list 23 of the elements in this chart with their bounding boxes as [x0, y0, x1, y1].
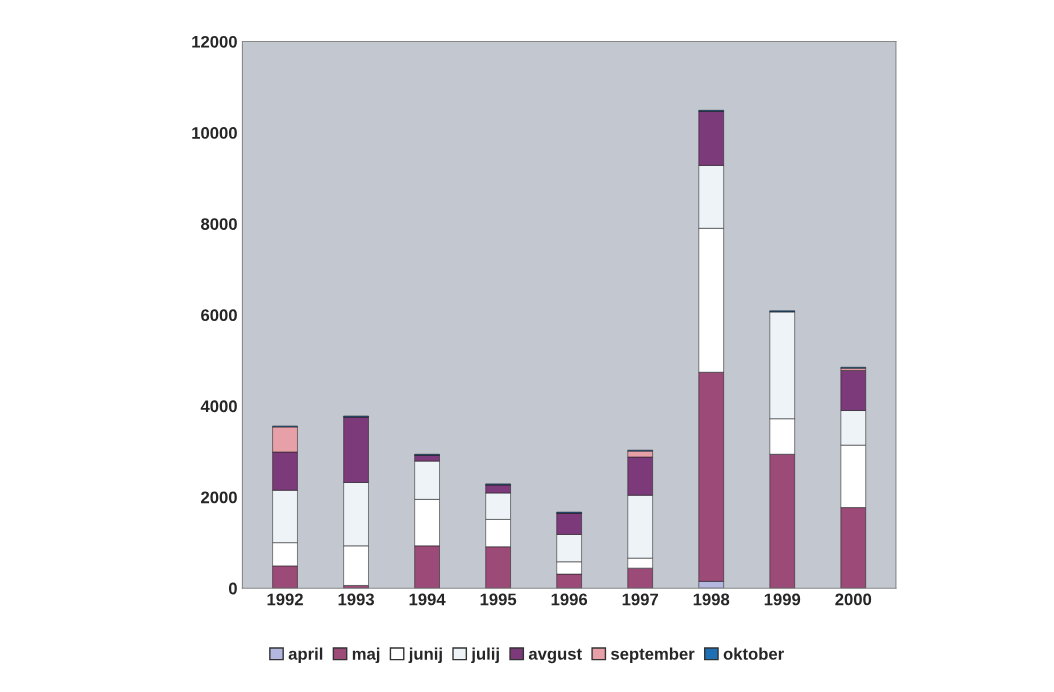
y-tick-label: 2000	[201, 491, 237, 504]
y-tick-label: 8000	[201, 218, 237, 230]
x-tick-label: 1995	[480, 593, 517, 606]
x-tick-label: 1994	[409, 593, 446, 606]
x-tick-label: 2000	[835, 593, 872, 606]
y-tick-label: 6000	[201, 309, 237, 322]
legend-label: julij	[471, 647, 499, 664]
x-tick-label: 1998	[693, 593, 730, 606]
y-tick-label: 0	[228, 582, 237, 595]
x-tick-label: 1993	[338, 593, 375, 606]
x-tick-label: 1999	[764, 593, 801, 606]
x-tick-label: 1996	[551, 593, 588, 606]
legend-label: oktober	[723, 647, 784, 660]
x-tick-label: 1997	[622, 593, 658, 606]
y-tick-label: 4000	[200, 400, 237, 413]
legend-label: september	[611, 647, 695, 664]
y-tick-label: 12000	[192, 35, 237, 48]
x-tick-label: 1992	[267, 593, 303, 606]
legend-label: junij	[408, 647, 442, 664]
y-tick-label: 10000	[192, 127, 237, 139]
legend-label: maj	[352, 647, 380, 664]
legend-label: avgust	[528, 648, 582, 664]
legend-label: april	[288, 647, 323, 664]
